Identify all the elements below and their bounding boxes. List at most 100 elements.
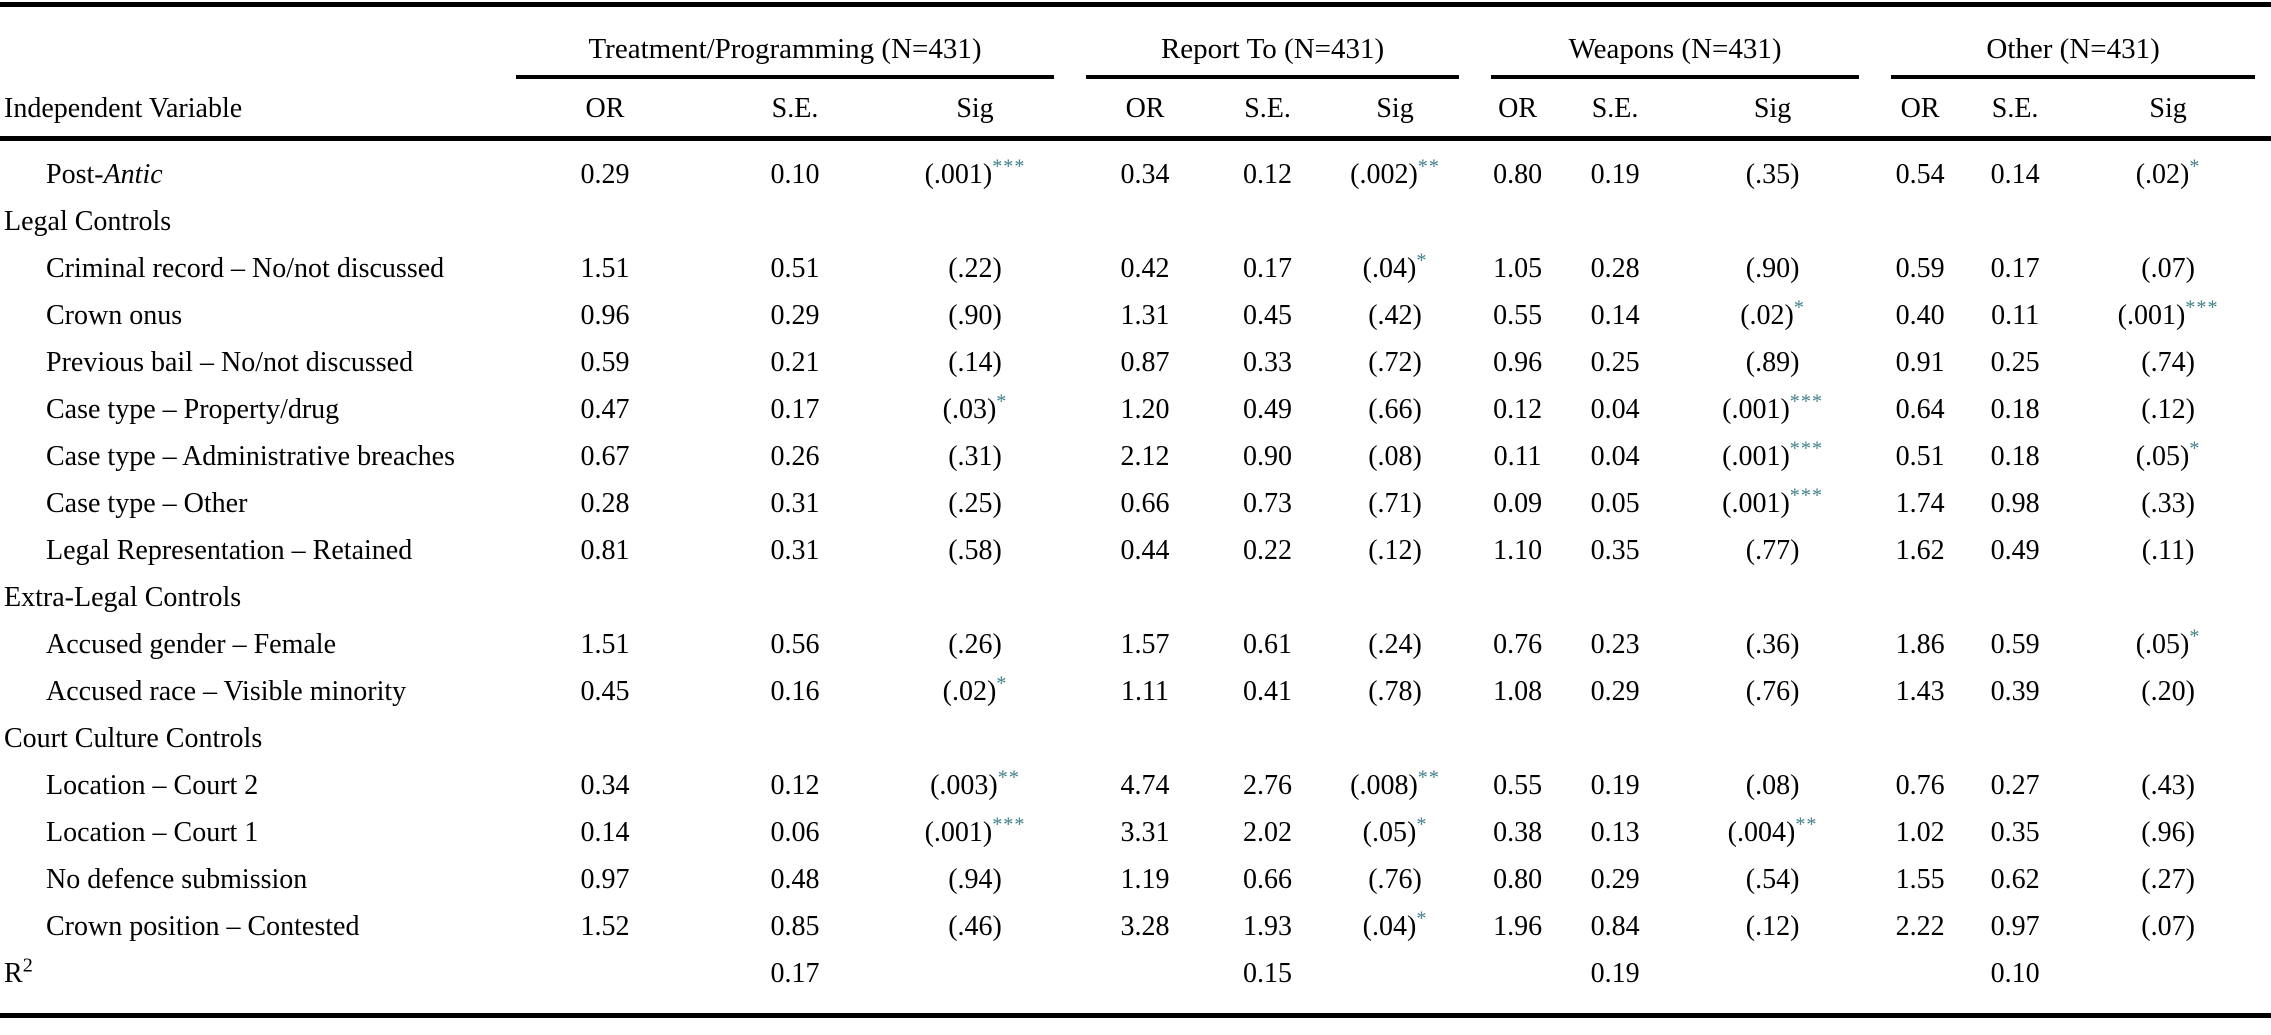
significance-stars: * — [2189, 437, 2201, 460]
or-cell: 0.76 — [1493, 628, 1543, 660]
sig-cell — [1315, 715, 1475, 762]
table-row: Criminal record – No/not discussed 1.51 0.… — [0, 245, 2271, 292]
se-cell: 0.13 — [1590, 816, 1640, 848]
or-cell: 0.51 — [1895, 440, 1945, 472]
se-cell: 0.49 — [1990, 534, 2040, 566]
significance-stars: * — [2189, 625, 2201, 648]
col-header-sig-1: Sig — [880, 79, 1071, 141]
or-cell: 0.42 — [1120, 252, 1170, 284]
se-cell: 0.51 — [770, 252, 820, 284]
row-label: Legal Controls — [4, 205, 172, 237]
or-cell: 0.76 — [1895, 769, 1945, 801]
se-cell: 0.10 — [770, 158, 820, 190]
or-cell — [1070, 198, 1220, 245]
se-cell: 0.16 — [770, 675, 820, 707]
se-cell — [1560, 715, 1670, 762]
or-cell: 0.29 — [580, 158, 630, 190]
or-cell: 0.96 — [1493, 346, 1543, 378]
or-cell: 1.57 — [1120, 628, 1170, 660]
or-cell: 4.74 — [1120, 769, 1170, 801]
sig-cell: (.26) — [948, 628, 1002, 660]
col-header-se-4: S.E. — [1965, 79, 2066, 141]
or-cell: 0.28 — [580, 487, 630, 519]
sig-cell — [1315, 950, 1476, 1018]
col-header-se-3: S.E. — [1560, 79, 1671, 141]
section-row: R2 0.17 0.15 0.19 0.10 — [0, 950, 2271, 1018]
se-cell: 0.35 — [1990, 816, 2040, 848]
sig-cell: (.03)* — [942, 390, 1008, 425]
row-label: Case type – Other — [46, 487, 248, 519]
se-cell: 0.85 — [770, 910, 820, 942]
col-header-se-2: S.E. — [1220, 79, 1316, 141]
or-cell: 1.02 — [1895, 816, 1945, 848]
sig-cell — [2065, 715, 2271, 762]
se-cell — [1965, 574, 2065, 621]
significance-stars: *** — [992, 813, 1026, 836]
table-row: Case type – Administrative breaches 0.67 0… — [0, 433, 2271, 480]
se-cell: 0.56 — [770, 628, 820, 660]
se-cell: 0.17 — [1243, 252, 1293, 284]
se-cell — [1560, 574, 1670, 621]
sig-cell: (.12) — [1745, 910, 1800, 942]
se-cell: 2.76 — [1243, 769, 1293, 801]
or-cell: 0.12 — [1493, 393, 1543, 425]
se-cell: 0.17 — [710, 950, 880, 1018]
sig-cell: (.02)* — [1740, 296, 1805, 331]
or-cell: 0.09 — [1493, 487, 1543, 519]
table-row: No defence submission 0.97 0.48 (.94) 1.19 0.… — [0, 856, 2271, 903]
or-cell — [1875, 950, 1966, 1018]
or-cell — [500, 198, 710, 245]
or-cell: 0.67 — [580, 440, 630, 472]
sig-cell — [880, 715, 1070, 762]
sig-cell: (.96) — [2141, 816, 2195, 848]
se-cell: 0.15 — [1220, 950, 1316, 1018]
sig-cell: (.001)*** — [924, 155, 1026, 190]
or-cell: 2.12 — [1120, 440, 1170, 472]
table-row: Crown onus 0.96 0.29 (.90) 1.31 0.45 (.42) 0.55… — [0, 292, 2271, 339]
or-cell: 0.59 — [1895, 252, 1945, 284]
group-header-weapons-label: Weapons (N=431) — [1491, 33, 1860, 79]
se-cell: 0.17 — [1990, 252, 2040, 284]
table-row: Location – Court 2 0.34 0.12 (.003)** 4.74 2.… — [0, 762, 2271, 809]
sig-cell: (.05)* — [2135, 437, 2201, 472]
significance-stars: *** — [2185, 296, 2219, 319]
sig-cell: (.76) — [1368, 863, 1422, 895]
or-cell: 0.11 — [1493, 440, 1542, 472]
sig-cell — [2065, 198, 2271, 245]
se-cell: 0.45 — [1243, 299, 1293, 331]
or-cell: 1.43 — [1895, 675, 1945, 707]
table-row: Location – Court 1 0.14 0.06 (.001)*** 3.31 2… — [0, 809, 2271, 856]
table-row: Post-Antic 0.29 0.10 (.001)*** 0.34 0.12 (.002… — [0, 139, 2271, 199]
se-cell: 0.05 — [1590, 487, 1640, 519]
significance-stars: *** — [1789, 484, 1824, 507]
se-cell: 0.73 — [1243, 487, 1293, 519]
sig-cell — [2065, 574, 2271, 621]
row-label: R2 — [0, 950, 500, 1018]
group-header-other: Other (N=431) — [1875, 5, 2271, 79]
or-cell: 1.05 — [1493, 252, 1543, 284]
sig-cell: (.42) — [1368, 299, 1422, 331]
or-cell — [1875, 574, 1965, 621]
se-cell: 0.10 — [1965, 950, 2066, 1018]
se-cell: 0.31 — [770, 534, 820, 566]
or-cell — [500, 574, 710, 621]
se-cell: 0.17 — [770, 393, 820, 425]
or-cell — [500, 715, 710, 762]
se-cell: 0.21 — [770, 346, 820, 378]
sig-cell — [2065, 950, 2271, 1018]
col-header-sig-3: Sig — [1670, 79, 1876, 141]
se-cell: 0.25 — [1590, 346, 1640, 378]
sig-cell — [880, 198, 1070, 245]
row-label: Court Culture Controls — [4, 722, 263, 754]
sig-cell: (.76) — [1745, 675, 1800, 707]
or-cell: 1.52 — [580, 910, 630, 942]
or-cell — [1875, 715, 1965, 762]
sig-cell — [880, 950, 1071, 1018]
row-label: Location – Court 2 — [46, 769, 259, 801]
se-cell — [1220, 715, 1315, 762]
row-label: Extra-Legal Controls — [4, 581, 242, 613]
col-header-sig-4: Sig — [2065, 79, 2271, 141]
se-cell: 0.66 — [1243, 863, 1293, 895]
sig-cell: (.05)* — [2135, 625, 2201, 660]
